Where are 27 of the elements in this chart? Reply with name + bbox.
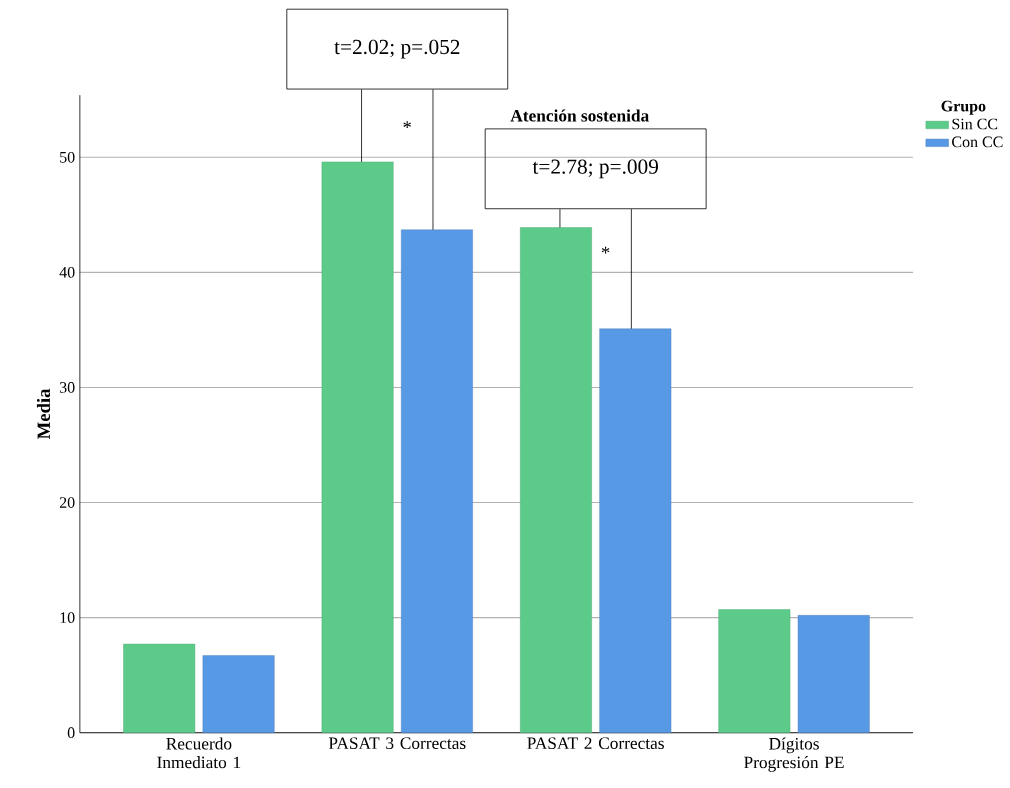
bar xyxy=(599,328,672,734)
legend-label: Sin CC xyxy=(952,118,998,130)
x-tick-label: Dígitos Progresión PE xyxy=(744,737,844,772)
y-tick-label: 50 xyxy=(60,152,75,163)
annotation: * xyxy=(403,121,411,129)
legend-label: Con CC xyxy=(952,136,1003,148)
bar xyxy=(123,644,196,734)
y-tick-label: 30 xyxy=(59,382,75,394)
bar xyxy=(202,655,275,734)
text: t=2.02; p=.052 xyxy=(334,39,460,59)
bar xyxy=(718,609,791,734)
bar xyxy=(321,161,394,734)
annotation: * xyxy=(601,246,610,254)
bar xyxy=(797,615,870,734)
bar xyxy=(401,229,473,734)
x-tick-label: Recuerdo Inmediato 1 xyxy=(157,737,241,769)
text: Atención sostenida xyxy=(510,109,649,122)
x-tick-label: PASAT 2 Correctas xyxy=(527,737,664,750)
bar xyxy=(520,227,592,734)
annotation: t=2.78; p=.009 xyxy=(532,159,658,179)
y-tick-label: 20 xyxy=(59,497,75,509)
y-tick-label: 0 xyxy=(67,727,75,739)
y-axis-title: Media xyxy=(36,389,51,440)
y-tick-label: 10 xyxy=(60,612,75,624)
legend-title: Grupo xyxy=(941,100,986,115)
y-tick-label: 40 xyxy=(59,267,75,278)
x-tick-label: PASAT 3 Correctas xyxy=(328,737,466,750)
